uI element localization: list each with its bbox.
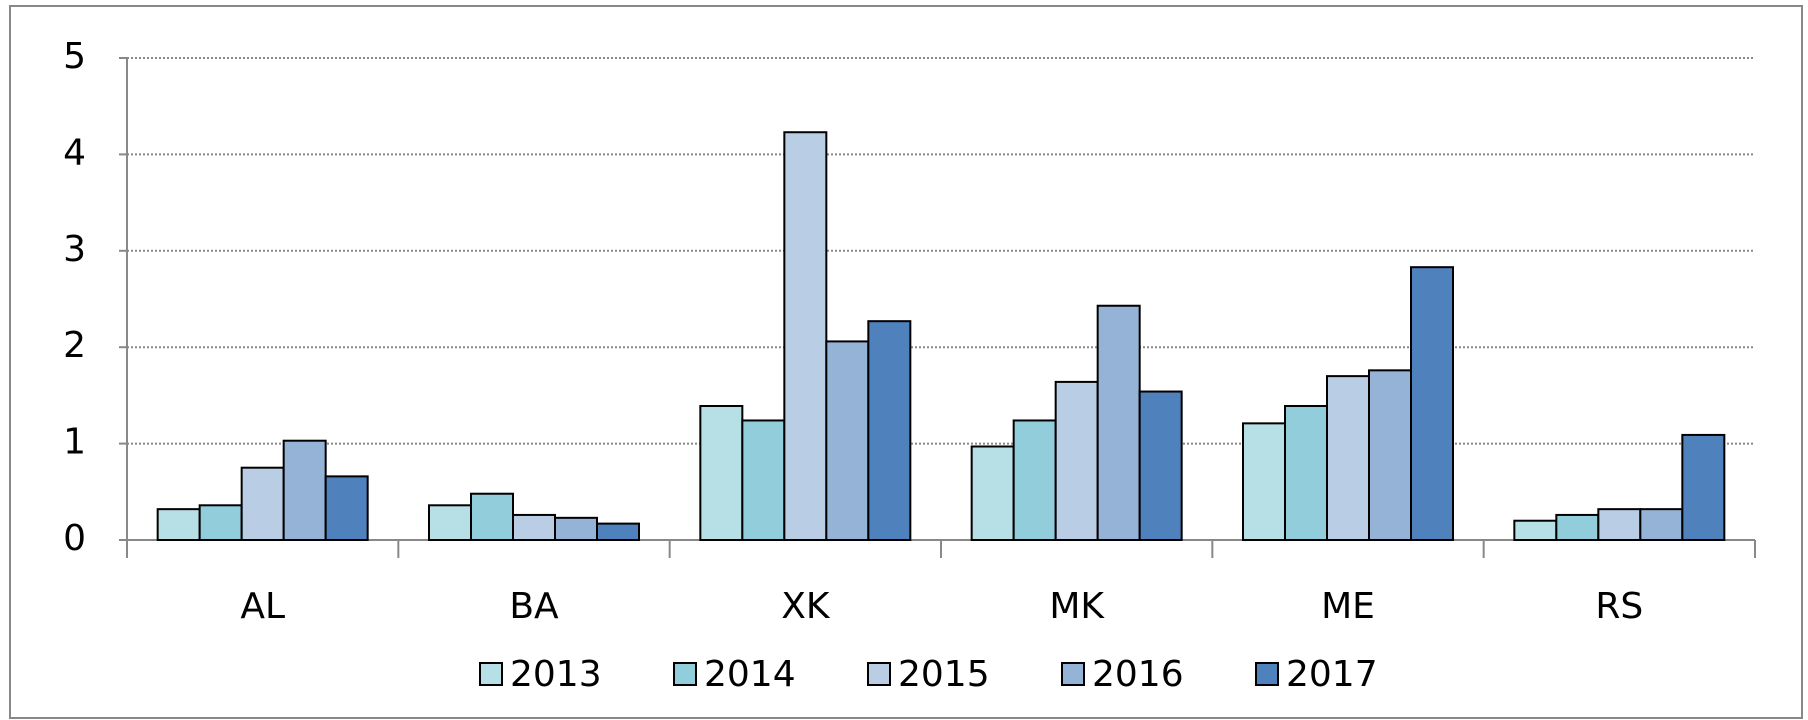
bar bbox=[240, 466, 285, 542]
y-tick-label: 1 bbox=[63, 422, 86, 463]
x-tick-label: MK bbox=[1049, 586, 1105, 627]
bar bbox=[282, 439, 327, 542]
bar bbox=[1054, 380, 1099, 541]
legend-swatch bbox=[673, 662, 697, 686]
bar bbox=[1284, 405, 1328, 541]
bar bbox=[1368, 369, 1412, 541]
bar bbox=[1513, 519, 1558, 541]
bar bbox=[1326, 375, 1370, 541]
bar bbox=[825, 340, 870, 541]
bar bbox=[470, 492, 514, 541]
bar bbox=[428, 504, 472, 541]
legend-swatch bbox=[1255, 662, 1279, 686]
bar bbox=[699, 405, 744, 541]
legend-swatch bbox=[479, 662, 503, 686]
y-tick-label: 4 bbox=[63, 132, 86, 173]
bar bbox=[1096, 304, 1141, 541]
legend-swatch bbox=[1061, 662, 1085, 686]
x-tick-label: ME bbox=[1321, 586, 1375, 627]
y-tick-label: 2 bbox=[63, 325, 86, 366]
y-tick-label: 5 bbox=[63, 36, 86, 77]
legend-label: 2017 bbox=[1286, 654, 1378, 695]
bar bbox=[512, 513, 556, 541]
legend-label: 2016 bbox=[1092, 654, 1184, 695]
legend-label: 2013 bbox=[510, 654, 602, 695]
bar bbox=[741, 419, 786, 541]
bar bbox=[156, 508, 201, 542]
legend-label: 2014 bbox=[704, 654, 796, 695]
bar bbox=[1410, 266, 1454, 541]
bar bbox=[1242, 422, 1286, 541]
bar bbox=[1138, 390, 1183, 541]
y-tick-label: 3 bbox=[63, 229, 86, 270]
bar bbox=[867, 320, 912, 541]
bar bbox=[198, 504, 243, 541]
bar bbox=[324, 475, 369, 542]
bar bbox=[1597, 508, 1642, 542]
bar bbox=[1012, 419, 1057, 541]
legend-swatch bbox=[867, 662, 891, 686]
x-tick-label: RS bbox=[1595, 586, 1643, 627]
y-tick-label: 0 bbox=[63, 518, 86, 559]
legend-label: 2015 bbox=[898, 654, 990, 695]
bar bbox=[596, 522, 640, 541]
x-tick-label: AL bbox=[240, 586, 285, 627]
bar bbox=[554, 516, 598, 542]
x-tick-label: BA bbox=[509, 586, 559, 627]
bar bbox=[1555, 513, 1600, 541]
bar bbox=[1639, 508, 1684, 542]
bar bbox=[970, 445, 1015, 542]
bar bbox=[1681, 433, 1726, 542]
x-tick-label: XK bbox=[781, 586, 831, 627]
bar bbox=[783, 131, 828, 541]
